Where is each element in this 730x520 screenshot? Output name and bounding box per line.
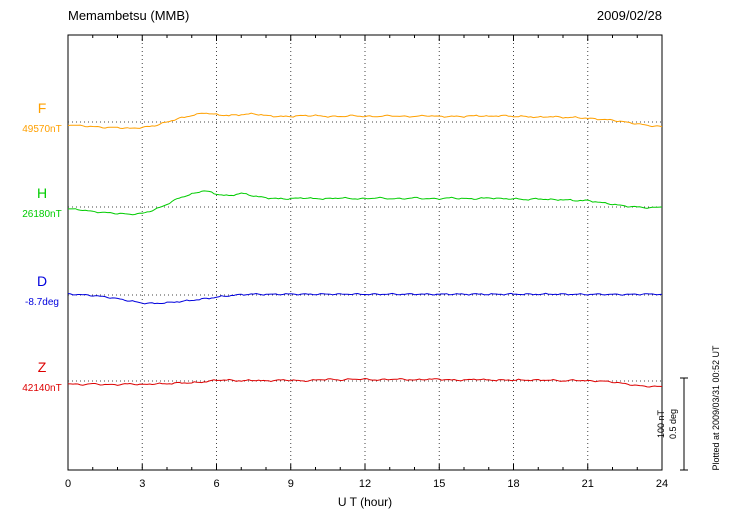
x-tick-label-12: 12 bbox=[359, 478, 371, 490]
trace-H bbox=[68, 190, 663, 216]
x-tick-label-0: 0 bbox=[65, 478, 71, 490]
series-baseline-value-H: 26180nT bbox=[22, 209, 62, 220]
series-letter-F: F bbox=[37, 100, 47, 116]
trace-F bbox=[67, 112, 663, 130]
station-title: Memambetsu (MMB) bbox=[68, 8, 190, 23]
x-axis-label: U T (hour) bbox=[337, 495, 393, 509]
x-tick-label-3: 3 bbox=[139, 478, 145, 490]
plot-date: 2009/02/28 bbox=[596, 8, 662, 23]
series-letter-H: H bbox=[36, 185, 48, 201]
x-tick-label-6: 6 bbox=[213, 478, 219, 490]
x-tick-label-21: 21 bbox=[582, 478, 594, 490]
x-tick-label-9: 9 bbox=[288, 478, 294, 490]
series-letter-Z: Z bbox=[37, 359, 47, 375]
plot-frame bbox=[67, 34, 663, 471]
scale-bar-label: 100 nT 0.5 deg bbox=[655, 386, 681, 462]
plotted-at-note: Plotted at 2009/03/31 00:52 UT bbox=[711, 345, 721, 471]
series-letter-D: D bbox=[36, 273, 48, 289]
scale-nt-label: 100 nT bbox=[656, 409, 666, 439]
series-baseline-value-Z: 42140nT bbox=[22, 383, 62, 394]
series-baseline-value-D: -8.7deg bbox=[25, 297, 59, 308]
trace-D bbox=[67, 292, 663, 305]
x-tick-label-24: 24 bbox=[656, 478, 668, 490]
x-tick-label-18: 18 bbox=[507, 478, 519, 490]
series-baseline-value-F: 49570nT bbox=[22, 124, 62, 135]
scale-deg-label: 0.5 deg bbox=[668, 408, 678, 440]
trace-Z bbox=[68, 377, 663, 388]
x-tick-label-15: 15 bbox=[433, 478, 445, 490]
